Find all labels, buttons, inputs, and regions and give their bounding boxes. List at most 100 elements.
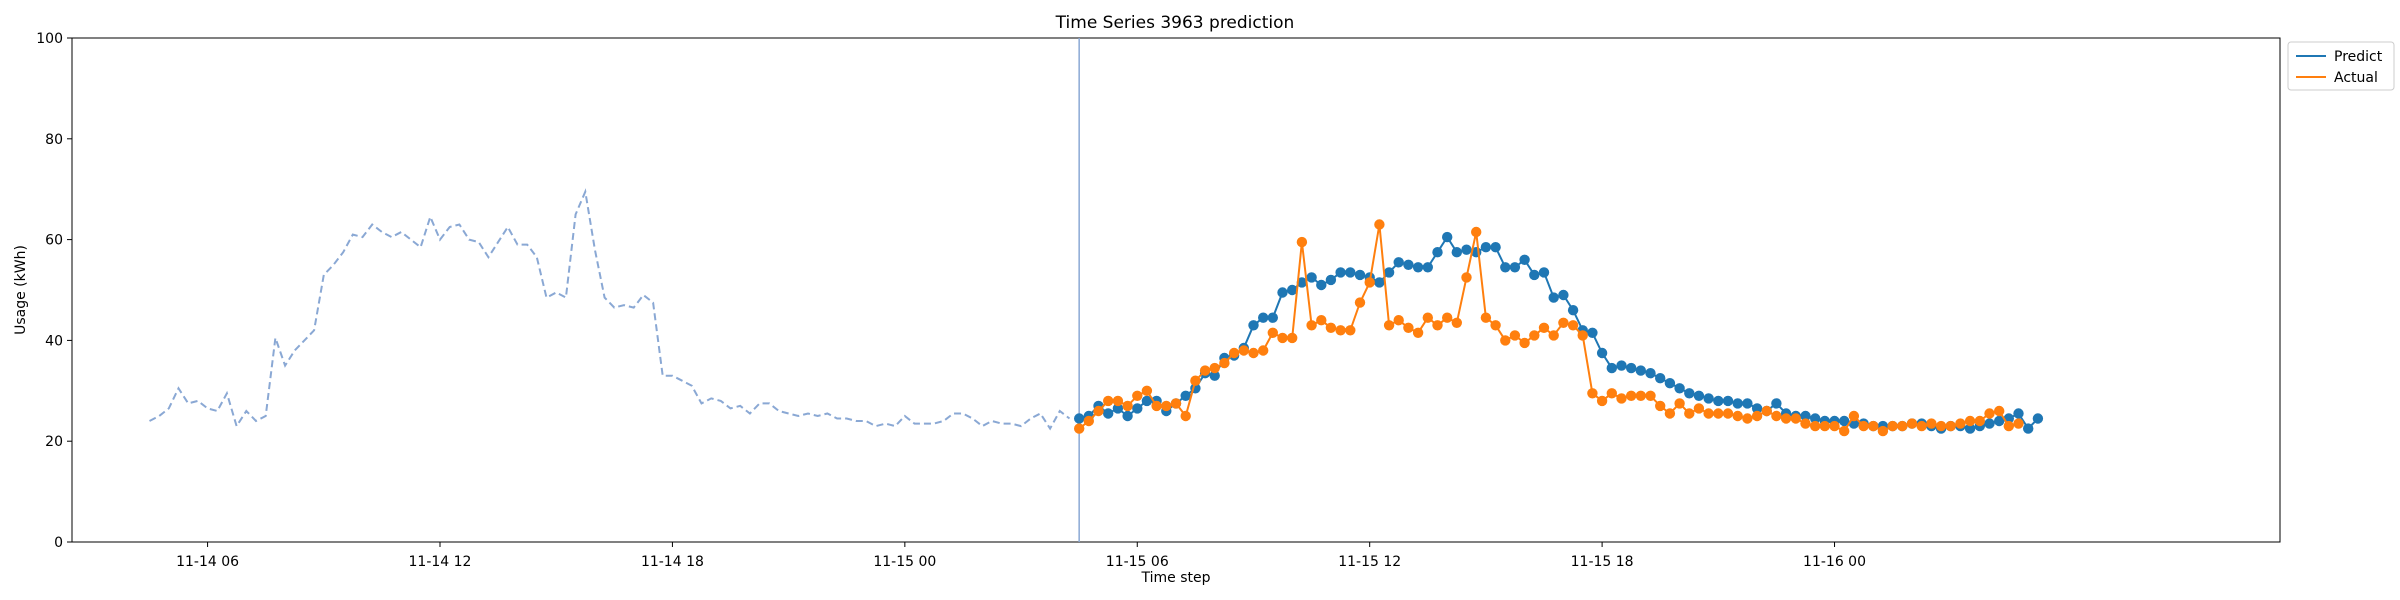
actual-point xyxy=(1761,405,1772,417)
actual-point xyxy=(1209,362,1220,374)
predict-point xyxy=(1529,269,1540,281)
predict-point xyxy=(1103,408,1114,419)
predict-point xyxy=(1209,370,1220,381)
actual-point xyxy=(1316,315,1327,326)
predict-point xyxy=(1558,289,1569,301)
predict-point xyxy=(1325,274,1337,286)
actual-point xyxy=(1800,418,1811,429)
y-tick-label: 100 xyxy=(36,31,63,47)
actual-point xyxy=(1345,325,1356,336)
actual-point xyxy=(1122,400,1133,412)
actual-point xyxy=(1829,420,1840,432)
plot-area xyxy=(71,37,2281,543)
y-tick-label: 20 xyxy=(45,434,63,450)
actual-point xyxy=(1170,398,1182,409)
actual-point xyxy=(1238,345,1250,356)
predict-point xyxy=(1345,267,1356,278)
actual-point xyxy=(1277,332,1288,344)
legend: Predict Actual xyxy=(2287,41,2395,91)
actual-point xyxy=(2003,420,2015,432)
actual-point xyxy=(1228,347,1240,359)
actual-point xyxy=(1558,317,1569,328)
actual-point xyxy=(1994,405,2005,417)
predict-point xyxy=(1994,415,2005,427)
actual-point xyxy=(1509,330,1521,341)
predict-point xyxy=(1383,267,1395,278)
actual-point xyxy=(1451,317,1463,328)
actual-point xyxy=(1606,388,1618,399)
actual-point xyxy=(1587,388,1598,399)
actual-point xyxy=(1635,390,1647,401)
actual-point xyxy=(1645,390,1656,401)
actual-point xyxy=(1858,420,1869,432)
actual-point xyxy=(1848,410,1860,422)
predict-point xyxy=(1074,413,1085,424)
predict-point xyxy=(1626,362,1637,374)
predict-point xyxy=(1277,287,1288,298)
predict-point xyxy=(1403,259,1414,270)
x-tick-label: 11-14 18 xyxy=(641,554,704,570)
actual-point xyxy=(1383,320,1395,331)
actual-point xyxy=(1877,425,1889,437)
predict-point xyxy=(1509,262,1521,273)
predict-point xyxy=(1722,395,1734,407)
actual-point xyxy=(1529,330,1540,341)
actual-point xyxy=(1190,375,1201,386)
predict-point xyxy=(1810,413,1821,424)
y-tick-label: 60 xyxy=(45,233,63,249)
predict-point xyxy=(1684,388,1695,399)
predict-point xyxy=(1616,360,1627,371)
actual-point xyxy=(1664,408,1676,419)
legend-predict-label: Predict xyxy=(2334,49,2383,65)
actual-point xyxy=(1596,395,1608,407)
predict-point xyxy=(1180,390,1191,401)
actual-point xyxy=(1790,413,1802,424)
predict-point xyxy=(1693,390,1705,401)
actual-point xyxy=(1354,297,1366,308)
predict-point xyxy=(1296,277,1308,288)
actual-point xyxy=(1751,410,1763,422)
predict-point xyxy=(1451,247,1463,258)
actual-point xyxy=(1868,420,1879,432)
y-tick-label: 0 xyxy=(54,535,63,551)
actual-point xyxy=(1364,277,1375,288)
predict-point xyxy=(2023,423,2034,434)
actual-point xyxy=(1103,395,1114,407)
actual-point xyxy=(2013,418,2024,429)
predict-point xyxy=(1538,267,1550,278)
actual-point xyxy=(1490,320,1501,331)
actual-point xyxy=(1722,408,1734,419)
actual-point xyxy=(1945,420,1956,432)
predict-point xyxy=(1713,395,1724,407)
history-line xyxy=(149,188,1071,431)
actual-point xyxy=(1771,410,1782,422)
actual-point xyxy=(1412,327,1424,338)
actual-point xyxy=(1713,408,1724,419)
predict-point xyxy=(1258,312,1269,323)
predict-point xyxy=(1519,254,1530,265)
actual-point xyxy=(1684,408,1695,419)
predict-point xyxy=(1771,398,1782,409)
x-tick-label: 11-15 18 xyxy=(1571,554,1634,570)
predict-point xyxy=(1839,415,1850,427)
x-tick-label: 11-15 00 xyxy=(873,554,936,570)
actual-point xyxy=(1548,330,1559,341)
actual-point xyxy=(1374,219,1385,230)
actual-point xyxy=(1897,420,1908,432)
predict-point xyxy=(1432,247,1443,258)
chart-title: Time Series 3963 prediction xyxy=(1055,13,1295,33)
predict-point xyxy=(1655,373,1666,384)
actual-point xyxy=(1074,423,1085,434)
actual-point xyxy=(1287,332,1298,344)
y-tick-label: 40 xyxy=(45,333,63,349)
predict-point xyxy=(1490,242,1501,253)
predict-point xyxy=(1374,277,1385,288)
predict-point xyxy=(1596,347,1608,359)
actual-point xyxy=(1325,322,1337,333)
x-axis: 11-14 06 11-14 12 11-14 18 11-15 00 11-15 06… xyxy=(176,542,1866,570)
actual-layer xyxy=(1074,219,2024,437)
predict-point xyxy=(1141,395,1153,407)
actual-point xyxy=(1422,312,1434,323)
predict-point xyxy=(1461,244,1472,255)
predict-point xyxy=(1606,362,1618,374)
